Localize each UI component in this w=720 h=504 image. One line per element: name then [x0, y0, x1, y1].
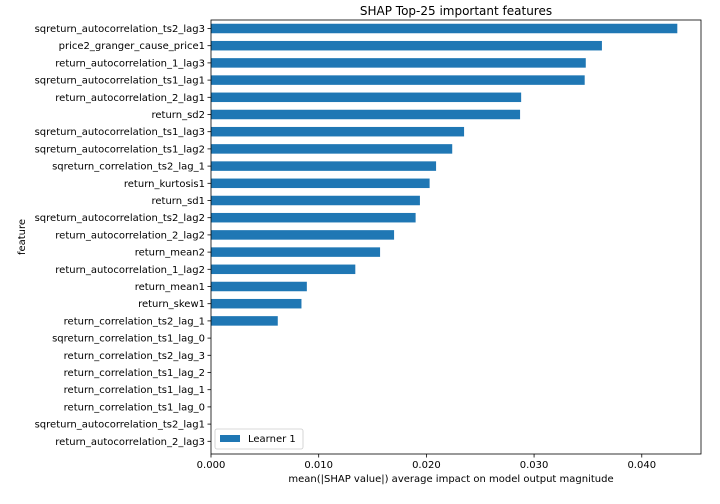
- legend-label: Learner 1: [248, 434, 296, 445]
- y-tick-label: return_autocorrelation_2_lag1: [55, 93, 205, 104]
- legend-frame: [214, 428, 304, 450]
- y-tick-label: sqreturn_autocorrelation_ts1_lag2: [35, 144, 205, 155]
- y-tick-label: return_sd2: [152, 110, 206, 121]
- y-tick-label: return_correlation_ts1_lag_2: [64, 368, 205, 379]
- legend: Learner 1: [214, 428, 304, 450]
- bar: [211, 144, 453, 154]
- bar: [211, 195, 420, 206]
- bar: [211, 264, 356, 275]
- y-tick-label: sqreturn_autocorrelation_ts2_lag3: [35, 24, 205, 35]
- bar: [211, 109, 521, 120]
- bar: [211, 247, 381, 257]
- chart-title: SHAP Top-25 important features: [360, 4, 552, 18]
- bar: [211, 58, 586, 68]
- y-tick-label: sqreturn_correlation_ts2_lag_1: [52, 162, 205, 173]
- x-tick-label: 0.010: [304, 460, 333, 471]
- bars-group: [211, 23, 678, 326]
- x-tick-label: 0.030: [520, 460, 549, 471]
- x-axis-title: mean(|SHAP value|) average impact on mod…: [288, 474, 613, 485]
- y-tick-label: sqreturn_autocorrelation_ts1_lag3: [35, 127, 205, 138]
- y-axis-ticks: sqreturn_autocorrelation_ts2_lag3 price2_…: [35, 24, 211, 448]
- bar: [211, 23, 678, 34]
- bar: [211, 281, 307, 292]
- x-axis-ticks: 0.000 0.010 0.020 0.030 0.040: [197, 454, 656, 471]
- y-tick-label: return_mean1: [135, 282, 205, 293]
- y-tick-label: return_correlation_ts1_lag_0: [64, 402, 205, 413]
- y-tick-label: price2_granger_cause_price1: [59, 41, 205, 52]
- y-tick-label: return_sd1: [152, 196, 206, 207]
- x-tick-label: 0.020: [412, 460, 441, 471]
- y-tick-label: sqreturn_correlation_ts1_lag_0: [52, 334, 205, 345]
- y-tick-label: return_correlation_ts1_lag_1: [64, 385, 205, 396]
- plot-frame: [210, 19, 702, 455]
- bar: [211, 40, 602, 51]
- y-tick-label: return_autocorrelation_1_lag3: [55, 58, 205, 69]
- bar: [211, 230, 395, 240]
- legend-swatch: [220, 435, 240, 442]
- bar: [211, 178, 430, 189]
- bar: [211, 75, 585, 85]
- y-tick-label: return_skew1: [138, 299, 205, 310]
- y-tick-label: return_correlation_ts2_lag_1: [64, 316, 205, 327]
- y-tick-label: sqreturn_autocorrelation_ts1_lag1: [35, 76, 205, 87]
- y-axis-title: feature: [17, 219, 28, 255]
- y-tick-label: return_autocorrelation_1_lag2: [55, 265, 205, 276]
- y-tick-label: sqreturn_autocorrelation_ts2_lag2: [35, 213, 205, 224]
- x-tick-label: 0.040: [627, 460, 656, 471]
- bar: [211, 298, 302, 309]
- bar: [211, 92, 522, 103]
- y-tick-label: sqreturn_autocorrelation_ts2_lag1: [35, 420, 205, 431]
- bar: [211, 161, 437, 171]
- y-tick-label: return_mean2: [135, 248, 205, 259]
- y-tick-label: return_correlation_ts2_lag_3: [64, 351, 205, 362]
- y-tick-label: return_kurtosis1: [124, 179, 205, 190]
- bar: [211, 126, 465, 137]
- y-tick-label: return_autocorrelation_2_lag3: [55, 437, 205, 448]
- x-tick-label: 0.000: [197, 460, 226, 471]
- bar: [211, 316, 278, 326]
- bar: [211, 212, 416, 223]
- y-tick-label: return_autocorrelation_2_lag2: [55, 230, 205, 241]
